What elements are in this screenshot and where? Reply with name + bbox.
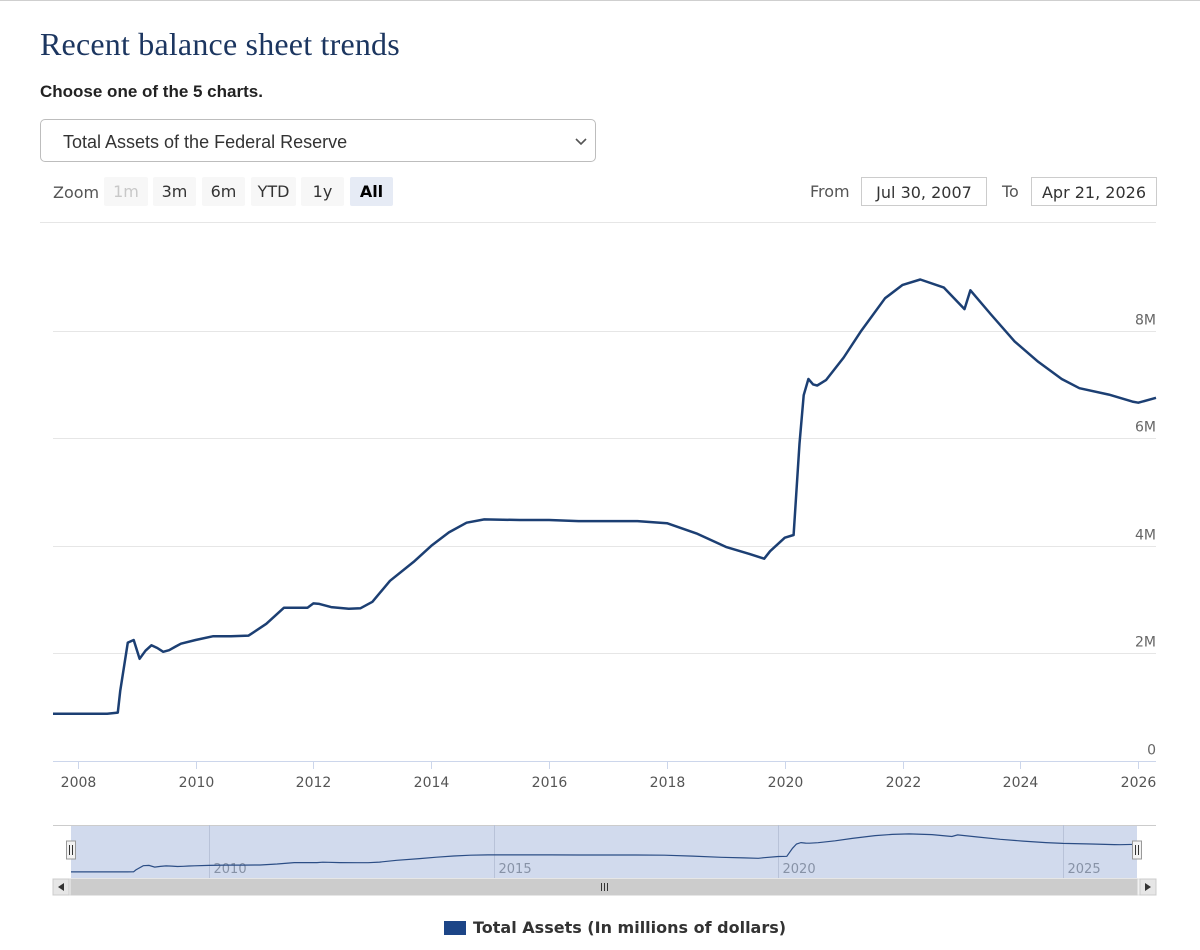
zoom-ytd-button[interactable]: YTD — [251, 177, 296, 206]
chart-selector-value: Total Assets of the Federal Reserve — [63, 132, 348, 152]
x-tick-label: 2014 — [414, 775, 450, 791]
legend-label: Total Assets (In millions of dollars) — [473, 918, 787, 937]
y-tick-label: 0 — [1147, 743, 1156, 759]
x-tick-label: 2018 — [650, 775, 686, 791]
zoom-1m-button[interactable]: 1m — [104, 177, 148, 206]
legend-swatch — [444, 921, 466, 935]
navigator-right-handle[interactable] — [1132, 840, 1142, 860]
handle-grip — [66, 840, 76, 860]
navigator[interactable]: 2010 2015 2020 2025 — [52, 825, 1157, 896]
series-line-total-assets — [53, 278, 1157, 715]
navigator-tick-label: 2010 — [214, 862, 247, 877]
series-layer — [53, 278, 1157, 715]
y-tick-label: 4M — [1135, 528, 1156, 544]
arrow-left-icon — [58, 883, 64, 891]
zoom-label: Zoom — [53, 183, 100, 202]
arrow-right-icon — [1145, 883, 1151, 891]
chart-selector-dropdown[interactable]: Total Assets of the Federal Reserve — [40, 119, 596, 162]
page-title: Recent balance sheet trends — [40, 26, 400, 62]
zoom-all-button[interactable]: All — [350, 177, 393, 206]
y-tick-label: 6M — [1135, 420, 1156, 436]
navigator-series-line — [71, 833, 1138, 873]
scrollbar[interactable] — [52, 878, 1157, 896]
x-tick-label: 2012 — [296, 775, 332, 791]
navigator-tick-label: 2015 — [499, 862, 532, 877]
navigator-selection-mask — [71, 825, 1137, 878]
x-axis: 2008 2010 2012 2014 2016 2018 2020 2022 2024 2026 — [53, 761, 1156, 791]
chart-chooser-prompt: Choose one of the 5 charts. — [40, 82, 263, 101]
top-border — [0, 0, 1200, 1]
y-tick-label: 2M — [1135, 635, 1156, 651]
y-tick-label: 8M — [1135, 313, 1156, 329]
x-tick-label: 2024 — [1003, 775, 1039, 791]
handle-grip — [1132, 840, 1142, 860]
x-tick-label: 2026 — [1121, 775, 1157, 791]
x-tick-label: 2008 — [61, 775, 97, 791]
navigator-tick-label: 2020 — [783, 862, 816, 877]
toolbar-divider — [40, 222, 1156, 223]
zoom-1y-button[interactable]: 1y — [301, 177, 344, 206]
zoom-3m-button[interactable]: 3m — [153, 177, 196, 206]
to-label: To — [1002, 182, 1019, 201]
zoom-6m-button[interactable]: 6m — [202, 177, 245, 206]
to-date-input[interactable]: Apr 21, 2026 — [1031, 177, 1157, 206]
y-axis-labels: 0 2M 4M 6M 8M — [1135, 313, 1156, 759]
x-tick-label: 2016 — [532, 775, 568, 791]
x-tick-label: 2022 — [886, 775, 922, 791]
x-tick-label: 2010 — [179, 775, 215, 791]
from-date-input[interactable]: Jul 30, 2007 — [861, 177, 987, 206]
chevron-down-icon — [575, 138, 587, 146]
navigator-tick-label: 2025 — [1068, 862, 1101, 877]
x-tick-label: 2020 — [768, 775, 804, 791]
grid-lines — [53, 331, 1156, 762]
navigator-left-handle[interactable] — [66, 840, 76, 860]
from-label: From — [810, 182, 850, 201]
